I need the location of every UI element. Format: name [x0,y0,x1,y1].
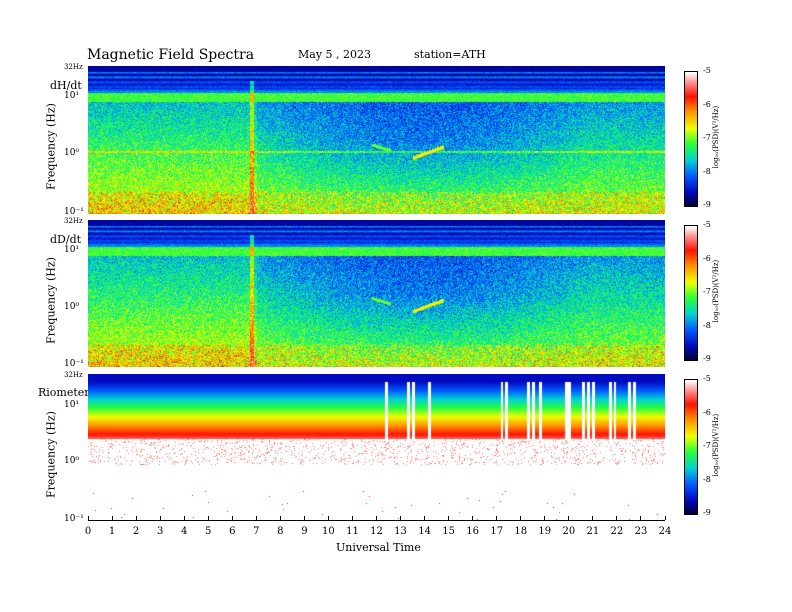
x-tick-label: 0 [84,526,92,537]
x-tick-mark [496,516,498,520]
spectrogram-dhdt [88,66,665,214]
ytick-dddt-10e0: 10⁰ [64,302,80,312]
x-tick-mark [472,516,474,520]
top-tick-dhdt: 32Hz [64,63,83,71]
x-tick-label: 18 [514,526,528,537]
chart-title: Magnetic Field Spectra [87,47,255,63]
x-tick-mark [279,516,281,520]
x-tick-mark [231,516,233,520]
x-tick-mark [640,516,642,520]
x-tick-mark [448,516,450,520]
x-tick-label: 1 [108,526,116,537]
x-tick-label: 16 [466,526,480,537]
x-tick-mark [159,516,161,520]
x-tick-label: 20 [562,526,576,537]
colorbar-tick: -7 [703,287,711,296]
colorbar-tick: -9 [703,200,711,209]
x-tick-label: 6 [229,526,236,537]
x-tick-mark [87,516,89,520]
ytick-dhdt-10e1: 10¹ [64,91,80,101]
panel-label-dddt: dD/dt [50,233,82,246]
x-tick-mark [255,516,257,520]
ylabel-dhdt: Frequency (Hz) [44,103,58,190]
x-tick-mark [520,516,522,520]
x-tick-mark [400,516,402,520]
ytick-dhdt-10em1: 10⁻¹ [64,207,84,217]
x-tick-mark [183,516,185,520]
ytick-riometer-10em1: 10⁻¹ [64,514,84,524]
x-tick-mark [664,516,666,520]
x-tick-label: 12 [370,526,383,537]
x-tick-label: 19 [538,526,552,537]
colorbar-tick: -9 [703,354,711,363]
spectrogram-dddt [88,220,665,367]
top-tick-riometer: 32Hz [64,371,83,379]
x-tick-label: 23 [634,526,648,537]
x-tick-label: 8 [277,526,284,537]
x-tick-mark [327,516,329,520]
x-axis-label: Universal Time [336,541,421,554]
ytick-dddt-10e1: 10¹ [64,245,80,255]
x-tick-mark [544,516,546,520]
date-label: May 5 , 2023 [298,48,372,61]
colorbar-tick: -8 [703,474,711,484]
colorbar-label: log₁₀(PSD)(V²/Hz) [712,259,720,323]
ytick-dddt-10em1: 10⁻¹ [64,359,84,369]
x-tick-label: 10 [322,526,335,537]
station-label: station=ATH [414,48,486,61]
panel-label-riometer: Riometer [38,386,90,399]
x-tick-label: 13 [394,526,407,537]
colorbar-1 [684,225,698,361]
x-tick-mark [111,516,113,520]
colorbar-label: log₁₀(PSD)(V²/Hz) [712,105,720,169]
x-tick-label: 21 [586,526,600,537]
x-tick-label: 14 [418,526,431,537]
colorbar-label: log₁₀(PSD)(V²/Hz) [712,413,720,477]
ytick-dhdt-10e0: 10⁰ [64,148,80,158]
colorbar-tick: -8 [703,166,711,176]
colorbar-2 [684,379,698,515]
x-tick-label: 2 [132,526,140,537]
colorbar-tick: -6 [703,253,711,263]
x-tick-mark [424,516,426,520]
spectrogram-riometer [88,374,665,520]
colorbar-tick: -6 [703,99,711,109]
ylabel-dddt: Frequency (Hz) [44,257,58,344]
x-axis-line [88,520,665,521]
x-tick-label: 17 [490,526,504,537]
top-tick-dddt: 32Hz [64,217,83,225]
x-tick-mark [592,516,594,520]
colorbar-tick: -7 [703,133,711,142]
colorbar-tick: -5 [703,374,711,383]
colorbar-0 [684,71,698,207]
x-tick-mark [568,516,570,520]
x-tick-mark [351,516,353,520]
x-tick-label: 7 [253,526,260,537]
x-tick-label: 15 [442,526,455,537]
colorbar-tick: -7 [703,441,711,450]
colorbar-tick: -5 [703,220,711,229]
x-tick-label: 3 [156,526,164,537]
x-tick-label: 24 [658,526,672,537]
colorbar-tick: -9 [703,508,711,517]
ytick-riometer-10e1: 10¹ [64,400,80,410]
panel-label-dhdt: dH/dt [50,79,82,92]
colorbar-tick: -5 [703,66,711,75]
colorbar-tick: -8 [703,320,711,330]
ylabel-riometer: Frequency (Hz) [44,411,58,498]
colorbar-tick: -6 [703,407,711,417]
ytick-riometer-10e0: 10⁰ [64,456,80,466]
x-tick-label: 9 [301,526,308,537]
x-tick-mark [207,516,209,520]
x-tick-label: 5 [205,526,212,537]
x-tick-mark [303,516,305,520]
x-tick-label: 22 [610,526,624,537]
x-tick-mark [616,516,618,520]
x-tick-mark [135,516,137,520]
x-tick-mark [376,516,377,520]
x-tick-label: 4 [180,526,188,537]
x-tick-label: 11 [346,526,359,537]
